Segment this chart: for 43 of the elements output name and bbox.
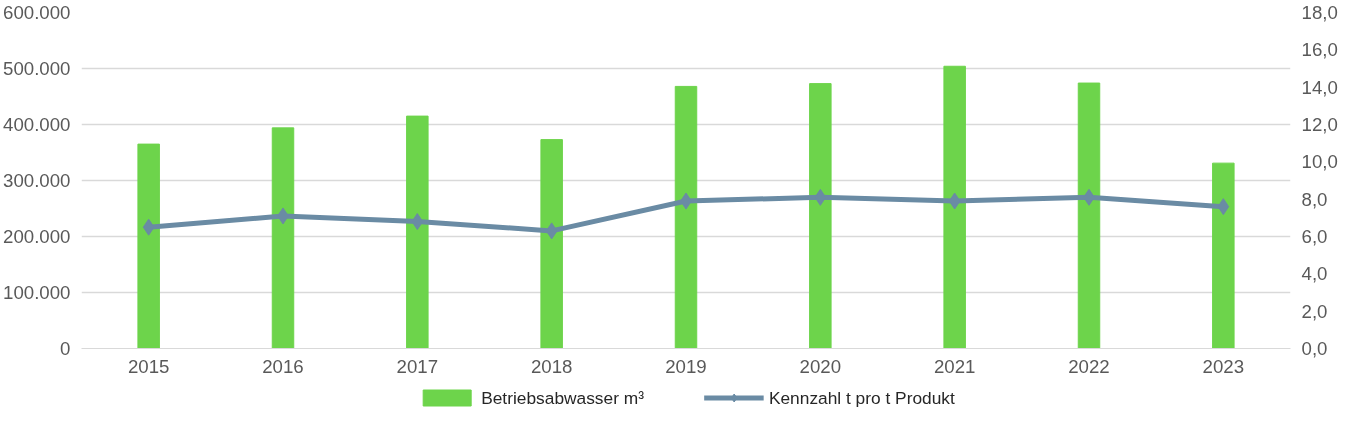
y-tick-label: 100.000 — [3, 282, 71, 303]
x-tick-label: 2017 — [396, 355, 439, 377]
bar — [674, 85, 698, 349]
y-tick-label: 300.000 — [3, 170, 71, 191]
bar — [406, 115, 429, 349]
point — [411, 213, 424, 231]
x-tick-label: 2021 — [933, 355, 976, 377]
y2-tick-label: 14,0 — [1301, 76, 1338, 98]
bar — [1212, 162, 1235, 349]
y2-tick-label: 16,0 — [1301, 39, 1338, 61]
y-tick-label: 200.000 — [3, 226, 71, 247]
x-tick-label: 2016 — [262, 355, 304, 377]
point — [545, 222, 558, 240]
y2-tick-label: 6,0 — [1301, 226, 1328, 247]
x-tick-label: 2023 — [1202, 355, 1245, 377]
y2-tick-label: 10,0 — [1301, 151, 1338, 173]
y2-tick-label: 0,0 — [1301, 338, 1328, 359]
bar — [943, 65, 966, 349]
x-tick-label: 2015 — [127, 355, 170, 377]
legend-label: Kennzahl t pro t Produkt — [768, 387, 955, 408]
y2-tick-label: 12,0 — [1301, 114, 1338, 135]
point — [1217, 198, 1230, 216]
bar — [540, 139, 563, 349]
bar — [1077, 82, 1101, 349]
bar — [137, 143, 160, 349]
y2-tick-label: 8,0 — [1301, 188, 1328, 210]
bar — [271, 127, 295, 349]
x-tick-label: 2022 — [1068, 355, 1110, 377]
y-tick-label: 500.000 — [3, 58, 71, 79]
point — [948, 192, 961, 210]
x-tick-label: 2019 — [665, 355, 707, 377]
point — [814, 188, 827, 206]
y2-tick-label: 2,0 — [1301, 300, 1328, 322]
x-tick-label: 2020 — [799, 355, 842, 377]
y-tick-label: 600.000 — [3, 2, 71, 23]
x-tick-label: 2018 — [530, 355, 573, 377]
y-tick-label: 400.000 — [3, 114, 71, 135]
bar — [809, 83, 832, 349]
point — [142, 218, 155, 236]
y2-tick-label: 18,0 — [1301, 2, 1338, 23]
y-tick-label: 0 — [60, 338, 71, 359]
legend-label: Betriebsabwasser m³ — [481, 387, 644, 408]
y2-tick-label: 4,0 — [1301, 263, 1328, 285]
